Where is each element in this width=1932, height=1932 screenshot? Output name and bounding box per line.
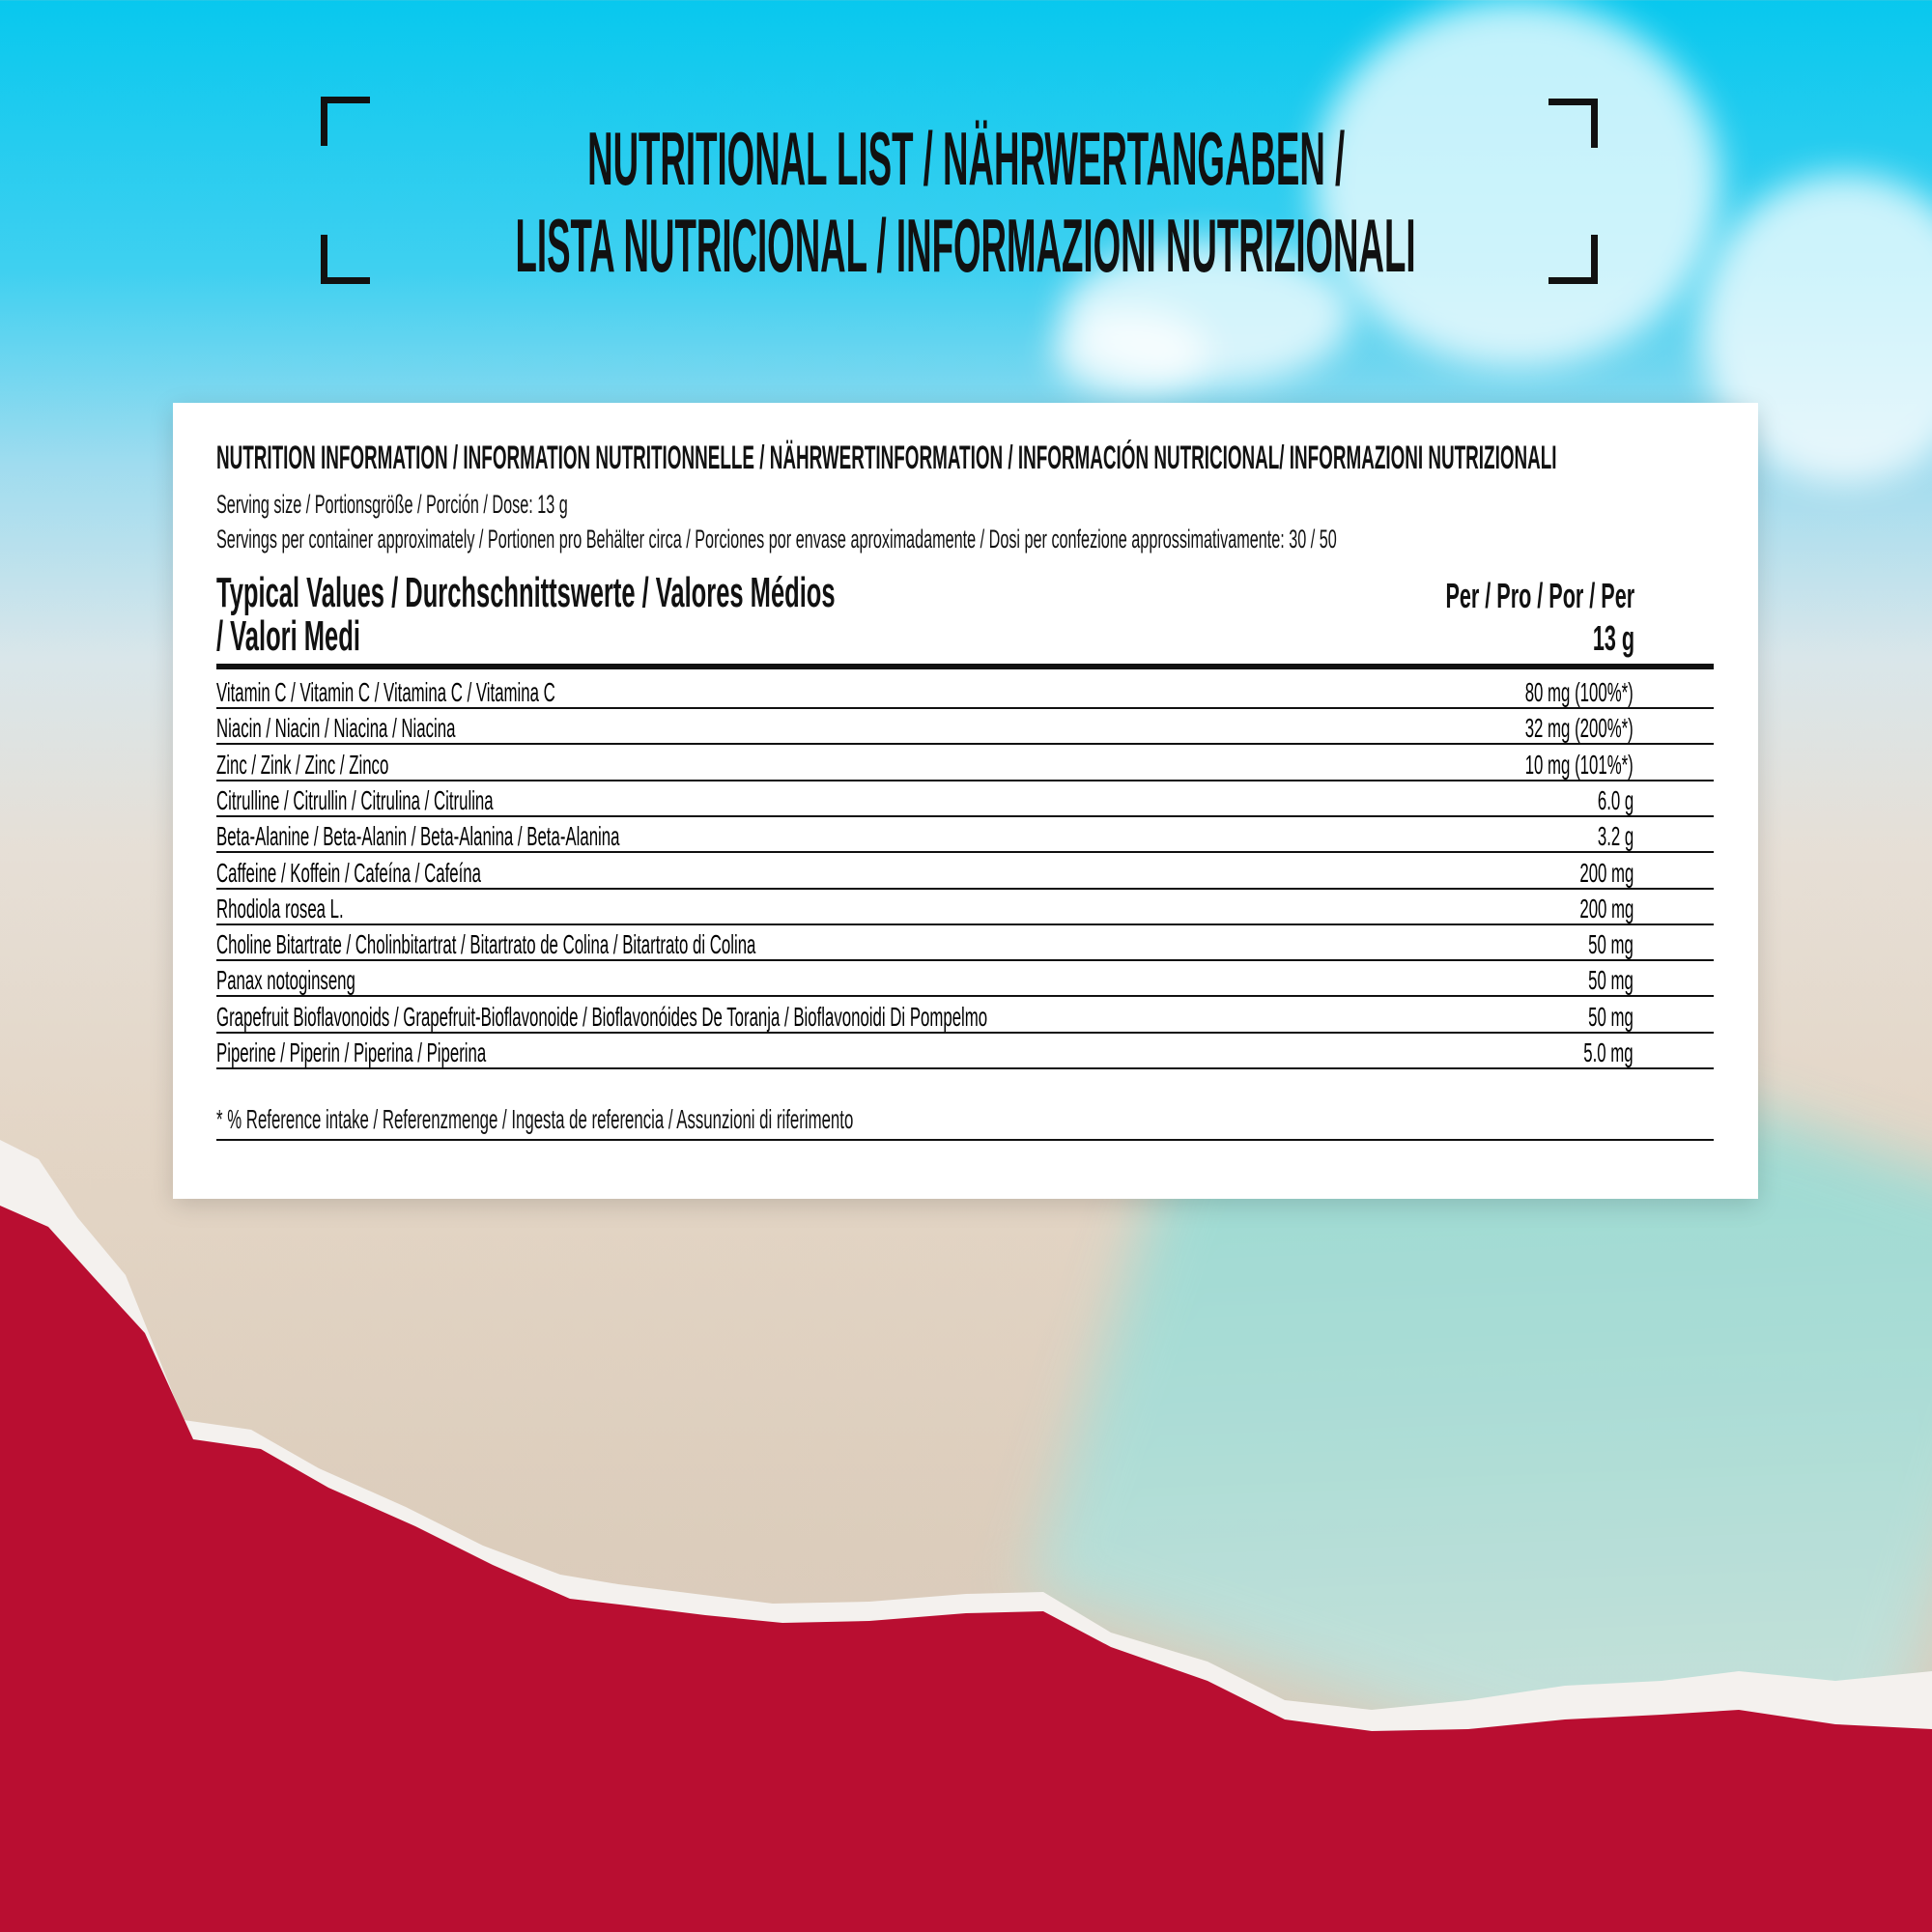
nutrition-heading: NUTRITION INFORMATION / INFORMATION NUTR… bbox=[216, 440, 1557, 476]
corner-bracket-bottom-left bbox=[321, 235, 370, 284]
nutrient-name: Choline Bitartrate / Cholinbitartrat / B… bbox=[216, 929, 756, 960]
corner-bracket-top-left bbox=[321, 97, 370, 146]
table-row: Piperine / Piperin / Piperina / Piperina… bbox=[216, 1032, 1714, 1069]
table-row: Choline Bitartrate / Cholinbitartrat / B… bbox=[216, 923, 1714, 962]
per-header: Per / Pro / Por / Per bbox=[1445, 576, 1634, 615]
table-row: Caffeine / Koffein / Cafeína / Cafeína 20… bbox=[216, 852, 1714, 890]
servings-per-container: Servings per container approximately / P… bbox=[216, 525, 1337, 554]
table-row: Niacin / Niacin / Niacina / Niacina 32 mg… bbox=[216, 707, 1714, 746]
typical-values-header: Typical Values / Durchschnittswerte / Va… bbox=[216, 569, 836, 616]
nutrition-card: NUTRITION INFORMATION / INFORMATION NUTR… bbox=[173, 403, 1758, 1199]
cloud bbox=[1314, 0, 1719, 367]
page-title-line1: NUTRITIONAL LIST / NÄHRWERTANGABEN / bbox=[586, 116, 1346, 201]
red-band bbox=[0, 1206, 1932, 1932]
nutrient-name: Rhodiola rosea L. bbox=[216, 893, 344, 923]
nutrient-value: 6.0 g bbox=[1597, 784, 1634, 815]
table-row: Vitamin C / Vitamin C / Vitamina C / Vit… bbox=[216, 671, 1714, 709]
nutrient-name: Piperine / Piperin / Piperina / Piperina bbox=[216, 1037, 487, 1067]
nutrient-value: 50 mg bbox=[1588, 1001, 1634, 1032]
nutrient-name: Zinc / Zink / Zinc / Zinco bbox=[216, 749, 389, 780]
nutrient-value: 50 mg bbox=[1588, 929, 1634, 960]
corner-bracket-top-right bbox=[1548, 99, 1598, 148]
nutrient-name: Grapefruit Bioflavonoids / Grapefruit-Bi… bbox=[216, 1001, 988, 1032]
nutrient-value: 5.0 mg bbox=[1583, 1037, 1634, 1067]
nutrient-name: Niacin / Niacin / Niacina / Niacina bbox=[216, 713, 456, 744]
serving-size: Serving size / Portionsgröße / Porción /… bbox=[216, 490, 568, 519]
per-serving-header: 13 g bbox=[1592, 618, 1634, 658]
nutrient-value: 80 mg (100%*) bbox=[1524, 677, 1634, 707]
nutrient-value: 10 mg (101%*) bbox=[1524, 749, 1634, 780]
typical-values-header-line2: / Valori Medi bbox=[216, 612, 360, 660]
cloud bbox=[1053, 309, 1208, 396]
nutrient-value: 50 mg bbox=[1588, 965, 1634, 996]
table-row: Grapefruit Bioflavonoids / Grapefruit-Bi… bbox=[216, 996, 1714, 1034]
nutrient-value: 200 mg bbox=[1578, 857, 1634, 888]
footnote: * % Reference intake / Referenzmenge / I… bbox=[216, 1104, 854, 1134]
table-row: Rhodiola rosea L. 200 mg bbox=[216, 888, 1714, 925]
nutrient-name: Beta-Alanine / Beta-Alanin / Beta-Alanin… bbox=[216, 821, 620, 852]
table-row: Zinc / Zink / Zinc / Zinco 10 mg (101%*) bbox=[216, 744, 1714, 781]
nutrient-name: Caffeine / Koffein / Cafeína / Cafeína bbox=[216, 857, 481, 888]
nutrient-value: 3.2 g bbox=[1597, 821, 1634, 852]
corner-bracket-bottom-right bbox=[1548, 235, 1598, 284]
footnote-rule bbox=[216, 1139, 1714, 1141]
table-row: Citrulline / Citrullin / Citrulina / Cit… bbox=[216, 780, 1714, 817]
nutrient-name: Panax notoginseng bbox=[216, 965, 355, 996]
table-row: Panax notoginseng 50 mg bbox=[216, 959, 1714, 998]
table-row: Beta-Alanine / Beta-Alanin / Beta-Alanin… bbox=[216, 815, 1714, 854]
nutrient-name: Citrulline / Citrullin / Citrulina / Cit… bbox=[216, 784, 494, 815]
thick-rule bbox=[216, 664, 1714, 669]
nutrient-value: 200 mg bbox=[1578, 893, 1634, 923]
nutrient-value: 32 mg (200%*) bbox=[1524, 713, 1634, 744]
nutrient-name: Vitamin C / Vitamin C / Vitamina C / Vit… bbox=[216, 677, 555, 707]
page-title-line2: LISTA NUTRICIONAL / INFORMAZIONI NUTRIZI… bbox=[515, 203, 1417, 288]
